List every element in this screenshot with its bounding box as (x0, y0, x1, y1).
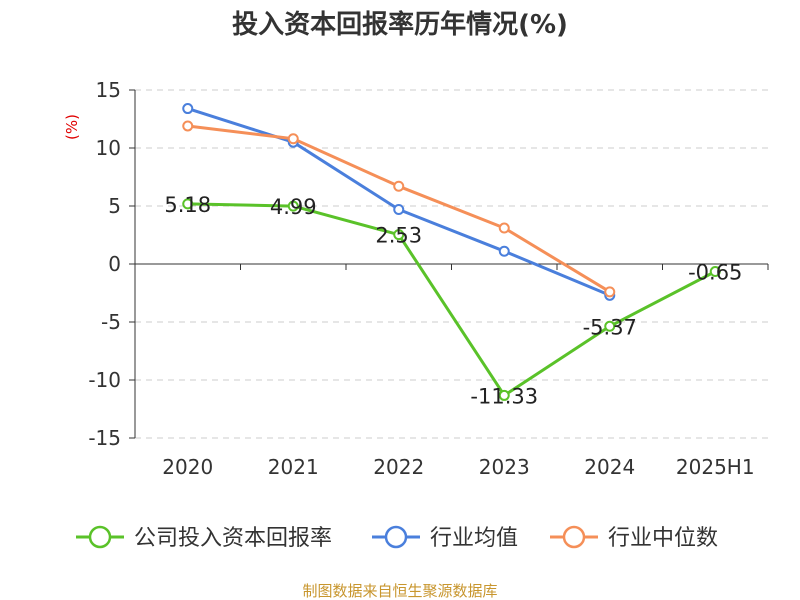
x-tick-label: 2021 (268, 455, 319, 479)
legend-marker (562, 525, 586, 549)
axes: 15 10 5 0 -5 -10 -15 2020 2021 2022 2023 2024 2025H1 (88, 78, 769, 479)
data-point (287, 200, 299, 212)
chart-title: 投入资本回报率历年情况(%) (232, 9, 568, 40)
y-tick-label: 5 (108, 194, 121, 218)
data-point (182, 120, 194, 132)
data-label: -11.33 (470, 384, 538, 408)
y-tick-label: -15 (88, 426, 121, 450)
data-point (182, 103, 194, 115)
data-point (287, 133, 299, 145)
legend-marker (88, 525, 112, 549)
x-tick-label: 2022 (373, 455, 424, 479)
y-axis-label: (%) (63, 114, 81, 140)
data-point (393, 229, 405, 241)
data-label: -5.37 (583, 315, 637, 339)
legend-label: 公司投入资本回报率 (134, 526, 332, 551)
data-point (604, 320, 616, 332)
legend-marker (384, 525, 408, 549)
data-label: 5.18 (164, 193, 211, 217)
legend-label: 行业中位数 (608, 526, 718, 551)
data-labels: 5.18 4.99 2.53 -11.33 -5.37 -0.65 (164, 193, 742, 409)
y-tick-label: 15 (96, 78, 121, 102)
series-line (187, 202, 716, 397)
legend: 公司投入资本回报率 行业均值 行业中位数 (76, 525, 718, 551)
y-tick-label: -10 (88, 368, 121, 392)
data-point (393, 180, 405, 192)
series-group (182, 103, 721, 401)
data-point (498, 245, 510, 257)
data-point (604, 286, 616, 298)
x-tick-label: 2020 (162, 455, 213, 479)
source-note: 制图数据来自恒生聚源数据库 (302, 582, 497, 600)
data-label: 2.53 (375, 224, 422, 248)
data-label: -0.65 (688, 261, 742, 285)
data-point (498, 389, 510, 401)
data-point (182, 198, 194, 210)
data-point (498, 222, 510, 234)
data-point (709, 266, 721, 278)
x-tick-label: 2024 (584, 455, 635, 479)
series-line (187, 107, 611, 297)
x-tick-label: 2025H1 (676, 455, 755, 479)
y-tick-label: -5 (101, 310, 121, 334)
y-tick-label: 0 (108, 252, 121, 276)
legend-label: 行业均值 (430, 526, 518, 551)
data-label: 4.99 (270, 195, 317, 219)
data-point (393, 203, 405, 215)
x-tick-label: 2023 (479, 455, 530, 479)
y-tick-label: 10 (96, 136, 121, 160)
